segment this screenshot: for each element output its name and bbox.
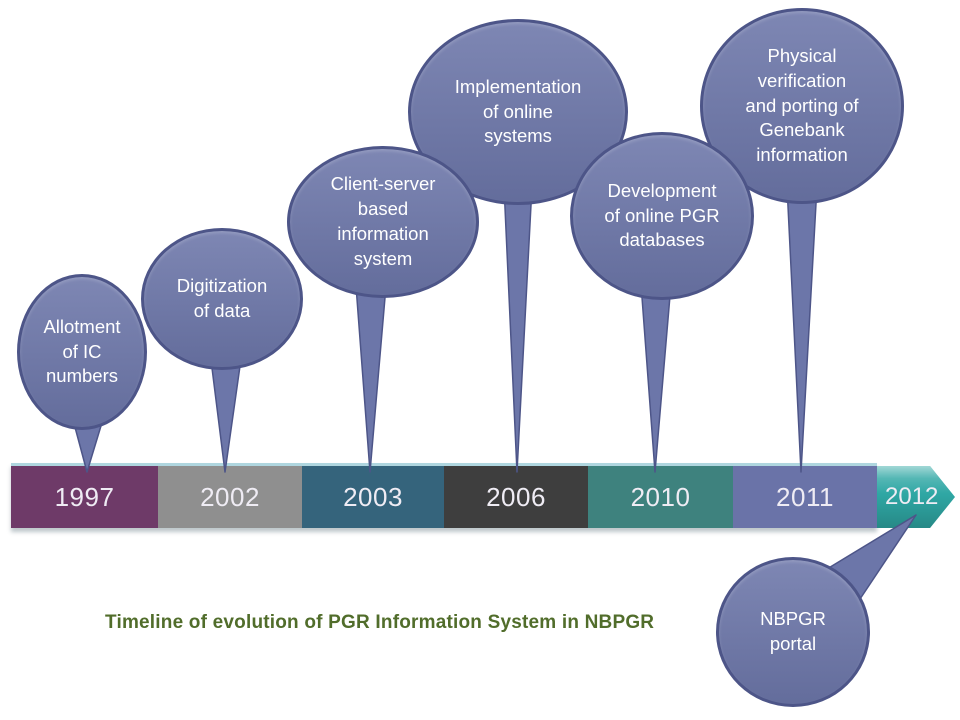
timeline-bar: 1997 2002 2003 2006 2010 2011	[11, 463, 877, 528]
callout-digitization-of-data: Digitization of data	[141, 228, 303, 370]
timeline-segment-2011: 2011	[733, 466, 877, 528]
year-label-2010: 2010	[630, 481, 691, 512]
year-label-2002: 2002	[200, 481, 260, 512]
timeline-arrow-2012: 2012	[877, 466, 955, 528]
callout-tail-2006	[503, 185, 533, 473]
callout-tail-2002	[209, 351, 243, 473]
callout-label: Implementation of online systems	[454, 75, 582, 147]
callout-tail-2010	[640, 283, 672, 473]
timeline-segment-1997: 1997	[11, 466, 158, 528]
callout-client-server-system: Client-server based information system	[287, 146, 479, 298]
year-label-2011: 2011	[776, 481, 834, 512]
timeline-segment-2003: 2003	[302, 466, 444, 528]
callout-allotment-ic-numbers: Allotment of IC numbers	[17, 274, 147, 430]
timeline-segment-2010: 2010	[588, 466, 733, 528]
slide-caption: Timeline of evolution of PGR Information…	[105, 612, 655, 633]
callout-tail-2011	[786, 185, 818, 473]
timeline-segment-2002: 2002	[158, 466, 302, 528]
callout-label: Digitization of data	[176, 275, 268, 321]
callout-nbpgr-portal: NBPGR portal	[716, 557, 870, 707]
year-label-2003: 2003	[343, 481, 403, 512]
year-label-2012: 2012	[885, 483, 939, 510]
callout-label: NBPGR portal	[760, 608, 826, 654]
year-label-1997: 1997	[54, 481, 115, 512]
callout-tail-2003	[355, 285, 387, 473]
callout-label: Allotment of IC numbers	[43, 315, 121, 387]
year-label-2006: 2006	[486, 481, 546, 512]
callout-label: Client-server based information system	[330, 173, 436, 269]
callout-online-pgr-databases: Development of online PGR databases	[570, 132, 754, 300]
callout-label: Development of online PGR databases	[604, 179, 720, 251]
callout-label: Physical verification and porting of Gen…	[745, 44, 859, 166]
timeline-segment-2006: 2006	[444, 466, 588, 528]
